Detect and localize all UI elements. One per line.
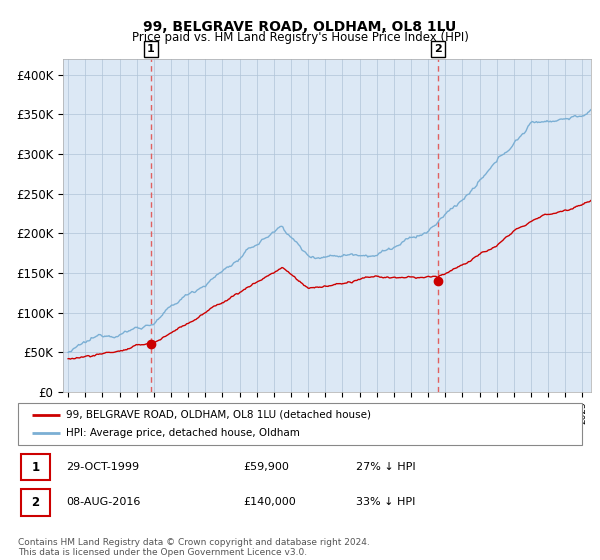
Text: 1: 1 [31,460,40,474]
Text: HPI: Average price, detached house, Oldham: HPI: Average price, detached house, Oldh… [66,428,300,438]
Text: £140,000: £140,000 [244,497,296,507]
Text: Contains HM Land Registry data © Crown copyright and database right 2024.
This d: Contains HM Land Registry data © Crown c… [18,538,370,557]
Text: 2: 2 [31,496,40,509]
Text: 99, BELGRAVE ROAD, OLDHAM, OL8 1LU: 99, BELGRAVE ROAD, OLDHAM, OL8 1LU [143,20,457,34]
FancyBboxPatch shape [18,403,582,445]
Text: 2: 2 [434,44,442,54]
FancyBboxPatch shape [21,454,50,480]
Text: 08-AUG-2016: 08-AUG-2016 [66,497,140,507]
Text: 1: 1 [147,44,155,54]
Text: 99, BELGRAVE ROAD, OLDHAM, OL8 1LU (detached house): 99, BELGRAVE ROAD, OLDHAM, OL8 1LU (deta… [66,410,371,420]
FancyBboxPatch shape [21,489,50,516]
Text: £59,900: £59,900 [244,462,289,472]
Text: 27% ↓ HPI: 27% ↓ HPI [356,462,416,472]
Text: 33% ↓ HPI: 33% ↓ HPI [356,497,416,507]
Text: Price paid vs. HM Land Registry's House Price Index (HPI): Price paid vs. HM Land Registry's House … [131,31,469,44]
Text: 29-OCT-1999: 29-OCT-1999 [66,462,139,472]
